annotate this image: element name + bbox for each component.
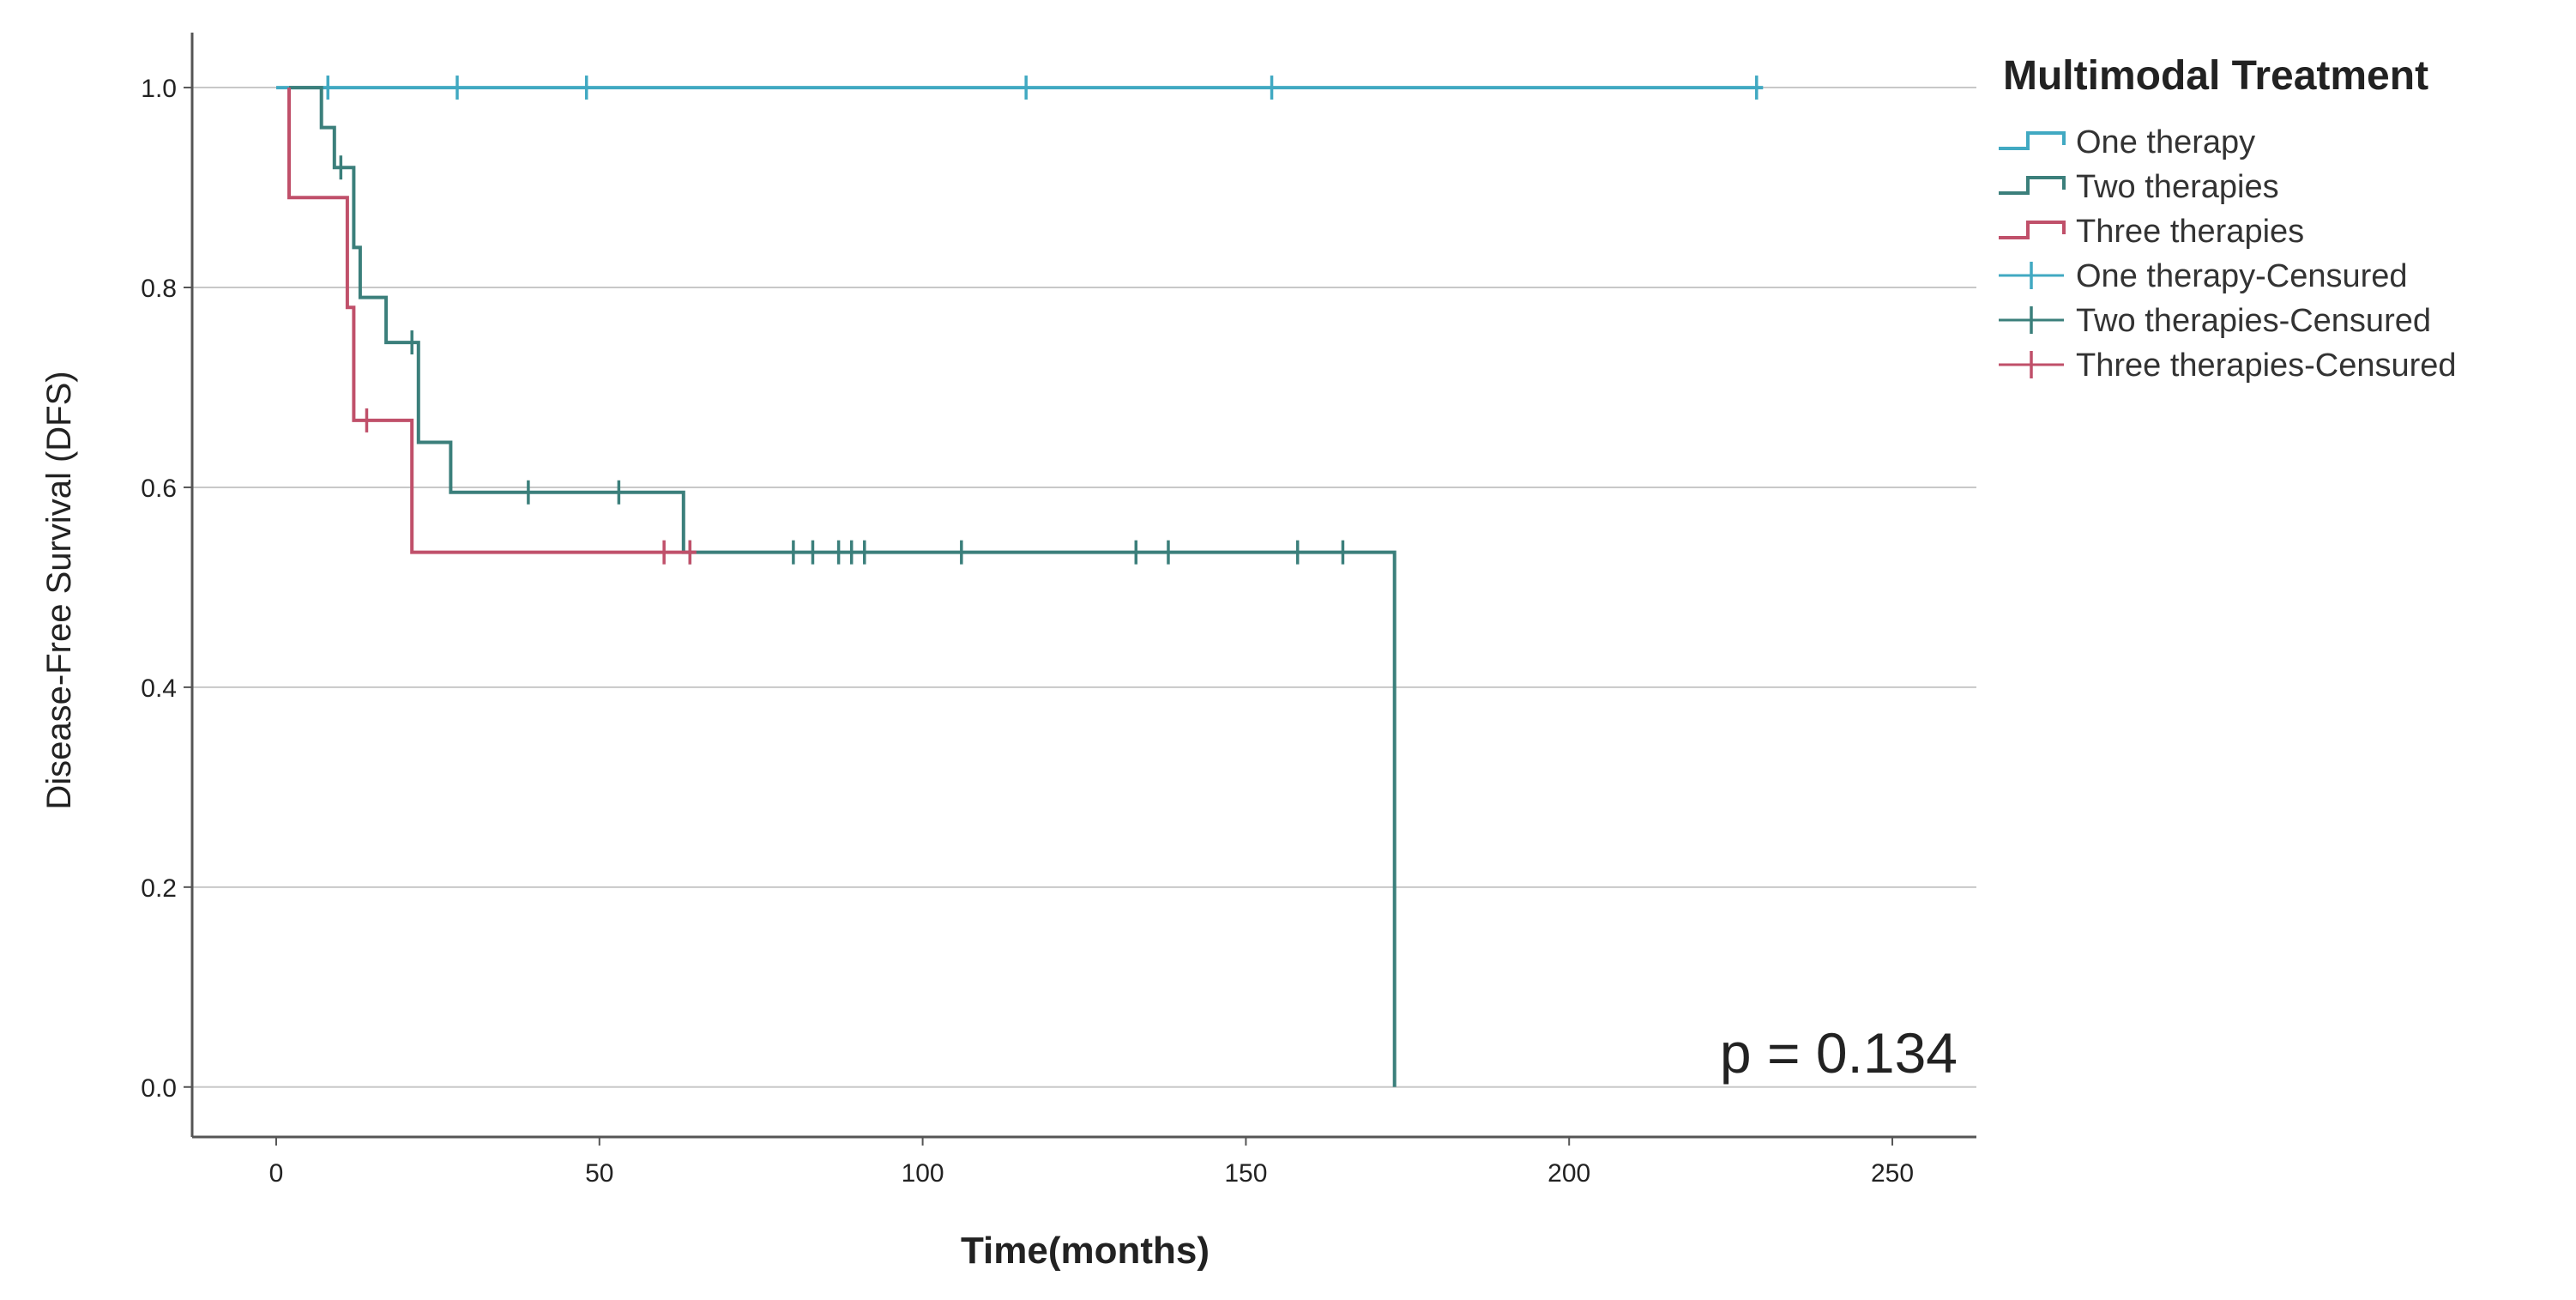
legend-label-3: One therapy-Censured [2076, 258, 2408, 294]
legend-label-5: Three therapies-Censured [2076, 348, 2457, 384]
y-tick-label-5: 1.0 [141, 75, 177, 103]
y-tick-label-4: 0.8 [141, 275, 177, 303]
x-tick-label-0: 0 [269, 1159, 284, 1188]
y-tick-label-0: 0.0 [141, 1074, 177, 1103]
p-value-annotation: p = 0.134 [1720, 1021, 1958, 1085]
y-tick-label-2: 0.4 [141, 674, 177, 703]
y-tick-label-3: 0.6 [141, 475, 177, 503]
x-tick-label-3: 150 [1224, 1159, 1267, 1188]
legend-title: Multimodal Treatment [2003, 53, 2428, 99]
legend: Multimodal Treatment One therapy Two ther… [1999, 53, 2457, 384]
survival-curves [276, 86, 1764, 1087]
y-tick-label-1: 0.2 [141, 874, 177, 903]
legend-swatch-1 [1999, 176, 2066, 195]
x-tick-label-1: 50 [585, 1159, 613, 1188]
curve-three-therapies [287, 88, 697, 554]
x-tick-label-2: 100 [902, 1159, 944, 1188]
legend-swatch-0 [1999, 131, 2066, 150]
curve-two-therapies [289, 86, 1397, 1087]
legend-label-1: Two therapies [2076, 169, 2279, 205]
y-ticks: 0.0 0.2 0.4 0.6 0.8 1.0 [141, 75, 192, 1103]
legend-items: One therapy Two therapies Three therapies O… [1999, 124, 2457, 384]
x-axis-title: Time(months) [961, 1230, 1210, 1272]
legend-swatch-2 [1999, 221, 2066, 239]
censored-markers [326, 76, 1759, 565]
x-tick-label-5: 250 [1871, 1159, 1914, 1188]
x-ticks: 0 50 100 150 200 250 [269, 1137, 1914, 1188]
x-tick-label-4: 200 [1547, 1159, 1590, 1188]
legend-label-0: One therapy [2076, 124, 2255, 160]
axes [190, 33, 1976, 1139]
gridlines [192, 87, 1976, 1088]
legend-label-2: Three therapies [2076, 214, 2304, 250]
legend-label-4: Two therapies-Censured [2076, 303, 2431, 339]
y-axis-title: Disease-Free Survival (DFS) [40, 371, 78, 809]
